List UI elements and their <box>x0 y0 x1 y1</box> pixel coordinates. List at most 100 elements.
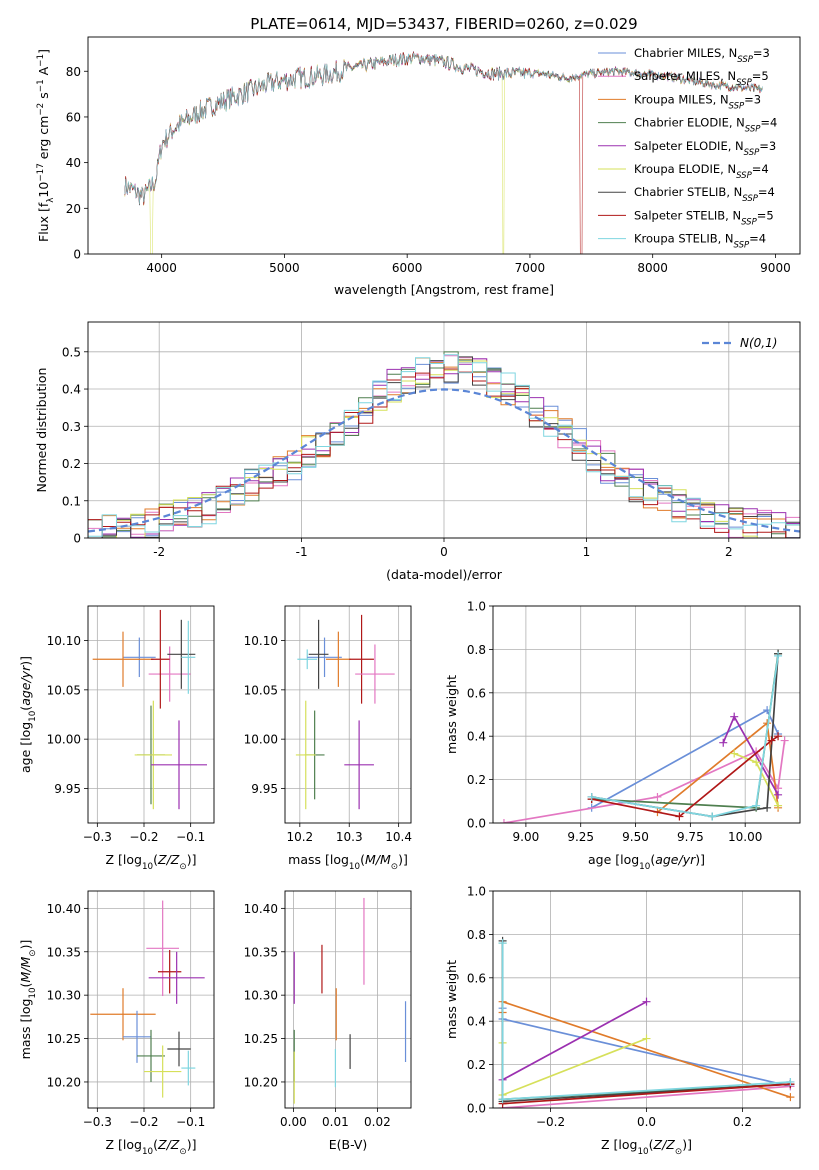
y-axis-label-part: mass [log <box>18 999 33 1060</box>
weight-line-kroupa_stelib <box>591 655 779 818</box>
y-tick-label: 0.3 <box>62 420 81 434</box>
normal-curve <box>88 388 800 533</box>
y-tick-label: 10.30 <box>244 989 278 1003</box>
x-axis-label-part: )] <box>398 852 408 867</box>
residuals-panel: -2 -1 0 1 2 0 0.1 0.2 0.3 0.4 0.5 (data-model)/erro… <box>34 321 801 582</box>
y-tick-label: 0.4 <box>467 730 486 744</box>
x-axis-label: E(B-V) <box>329 1137 368 1152</box>
legend-val: =4 <box>758 185 775 199</box>
y-tick-label: 10.30 <box>47 989 81 1003</box>
legend-text: Salpeter STELIB, N <box>634 208 741 222</box>
y-tick-label: 10.20 <box>244 1075 278 1089</box>
plot-area <box>295 614 395 810</box>
y-tick-label: 0.1 <box>62 494 81 508</box>
weight-line-salpeter_stelib <box>502 1083 791 1105</box>
y-axis-label-part: −2 <box>36 103 46 116</box>
x-axis-label-part: ( <box>649 1137 654 1152</box>
weight-marker-chabrier_stelib <box>763 803 772 812</box>
y-tick-label: 10.25 <box>47 1032 81 1046</box>
y-axis-label: age [log10(age/yr)] <box>18 656 38 773</box>
weight-line-salpeter_elodie <box>502 1000 647 1081</box>
weight-marker-kroupa_stelib <box>774 651 783 660</box>
x-axis-label-part: 10 <box>639 862 650 872</box>
x-axis-label-part: )] <box>187 852 197 867</box>
y-axis-label-part: s <box>36 92 51 103</box>
y-tick-label: 0.2 <box>62 457 81 471</box>
y-axis-label: mass weight <box>444 675 459 754</box>
y-axis-label-part: age [log <box>18 722 33 773</box>
y-tick-label: 0.4 <box>467 1015 486 1029</box>
legend-sub: SSP <box>742 194 758 204</box>
weight-marker-kroupa_elodie <box>774 801 783 810</box>
x-axis-label-part: Z/Z <box>157 852 180 867</box>
y-axis-label-part: 10 <box>28 987 38 998</box>
legend-text: Chabrier MILES, N <box>634 46 737 60</box>
x-axis-label: age [log10(age/yr)] <box>588 852 705 872</box>
weight-marker-kroupa_elodie <box>642 1034 651 1043</box>
legend-text: Kroupa STELIB, N <box>634 232 734 246</box>
x-axis-label: mass [log10(M/M⊙)] <box>288 852 408 872</box>
spectrum-panel: 4000 5000 6000 7000 8000 9000 0 20 40 60 80 wavelen… <box>36 36 801 297</box>
x-axis-label: Z [log10(Z/Z⊙)] <box>106 1137 197 1157</box>
x-axis-label-part: mass [log <box>288 852 349 867</box>
plot-area <box>88 351 800 538</box>
x-axis-label-part: )] <box>682 1137 692 1152</box>
x-axis-label-part: Z [log <box>106 1137 142 1152</box>
weight-marker-salpeter_elodie <box>774 790 783 799</box>
x-tick-label: 0 <box>440 545 448 559</box>
legend-entry: Salpeter ELODIE, NSSP=3 <box>634 139 776 158</box>
x-axis-label-part: age [log <box>588 852 639 867</box>
x-axis-label-part: 10 <box>142 862 153 872</box>
legend-text: Salpeter ELODIE, N <box>634 139 744 153</box>
x-axis-label-part: Z [log <box>106 852 142 867</box>
x-tick-label: −0.1 <box>176 1115 205 1129</box>
legend-entry: Salpeter MILES, NSSP=5 <box>634 69 769 88</box>
weight-marker-kroupa_stelib <box>786 1077 795 1086</box>
y-tick-label: 80 <box>66 65 81 79</box>
plot-area <box>92 609 207 810</box>
plot-area <box>90 900 205 1098</box>
x-tick-label: -1 <box>296 545 308 559</box>
figure-title: PLATE=0614, MJD=53437, FIBERID=0260, z=0… <box>250 15 637 33</box>
axes: −0.3 −0.2 −0.1 10.20 10.25 10.30 10.35 10.40 Z [… <box>18 890 215 1157</box>
y-tick-label: 10.20 <box>47 1075 81 1089</box>
weight-marker-salpeter_stelib <box>675 812 684 821</box>
y-tick-label: 20 <box>66 202 81 216</box>
weight-line-salpeter_elodie <box>722 714 779 796</box>
y-tick-label: 10.00 <box>244 733 278 747</box>
x-tick-label: 10.2 <box>286 830 313 844</box>
weight-marker-kroupa_stelib <box>587 792 596 801</box>
y-tick-label: 0.2 <box>467 773 486 787</box>
weight-marker-salpeter_miles <box>499 819 508 823</box>
x-tick-label: 9.50 <box>622 830 649 844</box>
y-axis-label-part: )] <box>18 656 33 666</box>
legend: Chabrier MILES, N SSP =3 Salpeter MILES, NS… <box>598 46 777 251</box>
x-axis-label-part: ( <box>153 852 158 867</box>
y-tick-label: 0.4 <box>62 383 81 397</box>
weight-vs-metallicity-panel: −0.2 0.0 0.2 0.0 0.2 0.4 0.6 0.8 1.0 Z [log10(Z/Z… <box>444 885 801 1157</box>
x-axis-label-part: ⊙ <box>391 862 398 872</box>
mass-vs-extinction-panel: 0.00 0.01 0.02 10.20 10.25 10.30 10.35 10.40 E(B… <box>244 890 412 1152</box>
weight-marker-kroupa_stelib <box>498 939 507 948</box>
grid <box>285 606 411 823</box>
y-tick-label: 0.5 <box>62 345 81 359</box>
axes: -2 -1 0 1 2 0 0.1 0.2 0.3 0.4 0.5 (data-model)/erro… <box>34 321 801 582</box>
x-axis-label-part: 10 <box>142 1147 153 1157</box>
y-axis-label: mass [log10(M/M⊙)] <box>18 940 38 1060</box>
weight-line-kroupa_elodie <box>501 1037 647 1097</box>
y-tick-label: 40 <box>66 156 81 170</box>
axes: −0.2 0.0 0.2 0.0 0.2 0.4 0.6 0.8 1.0 Z [log10(Z/Z… <box>444 885 801 1157</box>
y-tick-label: 9.95 <box>251 782 278 796</box>
x-axis-label-part: ( <box>360 852 365 867</box>
weight-marker-salpeter_elodie <box>642 997 651 1006</box>
y-axis-label-part: Flux [f <box>36 202 51 242</box>
axes-frame <box>492 890 801 1109</box>
legend-val: =3 <box>744 92 761 106</box>
axes-frame <box>87 36 801 255</box>
axes-frame <box>87 321 801 539</box>
legend-entry: Chabrier ELODIE, NSSP=4 <box>634 116 777 135</box>
weight-marker-salpeter_elodie <box>719 738 728 747</box>
x-axis-label-part: ⊙ <box>675 1147 682 1157</box>
